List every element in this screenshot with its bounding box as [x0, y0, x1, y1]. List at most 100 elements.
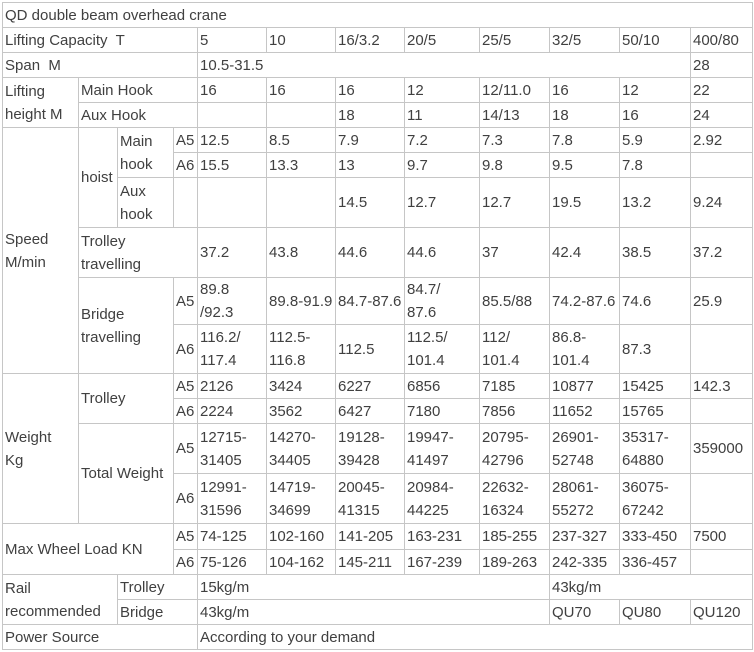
- value-cell: 6227: [335, 373, 405, 399]
- value-cell: 112/ 101.4: [479, 324, 550, 374]
- label-trolley-travelling: Trolley travelling: [78, 227, 198, 278]
- value-cell: 89.8-91.9: [266, 277, 336, 325]
- value-cell: 35317- 64880: [619, 423, 691, 474]
- value-cell: 7.9: [335, 127, 405, 153]
- value-cell: 87.3: [619, 324, 691, 374]
- value-cell: 14270- 34405: [266, 423, 336, 474]
- label-hoist-main-hook: Main hook: [117, 127, 174, 178]
- value-cell: 242-335: [549, 549, 620, 575]
- value-cell: 19947- 41497: [404, 423, 480, 474]
- value-cell: 74.6: [619, 277, 691, 325]
- value-cell: 15kg/m: [197, 574, 550, 600]
- value-cell: 16: [335, 77, 405, 103]
- value-cell: 14.5: [335, 177, 405, 228]
- value-cell: 12.7: [479, 177, 550, 228]
- value-cell: 16: [197, 77, 267, 103]
- value-cell: 141-205: [335, 523, 405, 550]
- value-cell: 16: [619, 102, 691, 128]
- value-cell: 42.4: [549, 227, 620, 278]
- value-cell: 84.7/ 87.6: [404, 277, 480, 325]
- table-row: Bridge 43kg/m QU70 QU80 QU120: [3, 599, 754, 625]
- value-cell: QU70: [549, 599, 620, 625]
- value-cell: 16/3.2: [335, 27, 405, 53]
- value-cell: 18: [335, 102, 405, 128]
- value-cell: 7500: [689, 523, 754, 550]
- label-speed: Speed M/min: [2, 127, 79, 374]
- value-cell: 102-160: [266, 523, 336, 550]
- value-cell: 19.5: [549, 177, 620, 228]
- value-cell: 12715- 31405: [197, 423, 267, 474]
- value-cell: 3562: [266, 398, 336, 424]
- value-cell: 112.5: [335, 324, 405, 374]
- table-row: A6 116.2/ 117.4 112.5- 116.8 112.5 112.5…: [3, 324, 754, 374]
- value-cell: 2224: [197, 398, 267, 424]
- value-cell: 9.8: [479, 152, 550, 178]
- value-cell: QU120: [689, 599, 754, 625]
- value-cell: 28061- 55272: [549, 473, 620, 524]
- table-row: Bridge travelling A5 89.8 /92.3 89.8-91.…: [3, 277, 754, 374]
- label-hoist-aux-hook: Aux hook: [117, 177, 174, 228]
- value-cell: 5.9: [619, 127, 691, 153]
- value-cell: 2.92: [689, 127, 754, 153]
- table-title: QD double beam overhead crane: [1, 2, 754, 28]
- value-cell: 89.8 /92.3: [197, 277, 267, 325]
- empty-grade-cell: [173, 177, 198, 228]
- table-row: Rail recommended Trolley 15kg/m 43kg/m: [2, 574, 754, 625]
- value-cell: 12: [619, 77, 691, 103]
- value-cell: 167-239: [404, 549, 480, 575]
- table-row: A6 75-126 104-162 145-211 167-239 189-26…: [3, 549, 754, 575]
- table-row: Weight Kg Trolley A5 2126 3424 6227 6856…: [2, 373, 754, 524]
- value-cell: [689, 324, 754, 374]
- value-cell: 7.3: [479, 127, 550, 153]
- label-rail-bridge: Bridge: [117, 599, 198, 625]
- value-cell: 20984- 44225: [404, 473, 480, 524]
- value-cell: 7185: [479, 373, 550, 399]
- table-row: A6 15.5 13.3 13 9.7 9.8 9.5 7.8: [3, 152, 754, 178]
- value-cell: 26901- 52748: [549, 423, 620, 474]
- label-rail-recommended: Rail recommended: [2, 574, 118, 625]
- table-row: Aux Hook 18 11 14/13 18 16 24: [3, 102, 754, 128]
- table-row: Total Weight A5 12715- 31405 14270- 3440…: [3, 423, 754, 524]
- value-cell: 44.6: [335, 227, 405, 278]
- label-rail-trolley: Trolley: [117, 574, 198, 600]
- value-cell: 12.5: [197, 127, 267, 153]
- value-cell: 18: [549, 102, 620, 128]
- label-total-weight: Total Weight: [78, 423, 174, 524]
- value-cell: 7.2: [404, 127, 480, 153]
- value-cell: 22: [689, 77, 754, 103]
- value-cell: 13.3: [266, 152, 336, 178]
- value-cell: [689, 398, 754, 424]
- value-cell: 43kg/m: [548, 574, 754, 600]
- value-cell: 28: [689, 52, 754, 78]
- table-row: Max Wheel Load KN A5 74-125 102-160 141-…: [2, 523, 754, 575]
- value-cell: 20/5: [404, 27, 480, 53]
- value-cell: 86.8- 101.4: [549, 324, 620, 374]
- label-max-wheel-load: Max Wheel Load KN: [2, 523, 174, 575]
- label-weight: Weight Kg: [2, 373, 79, 524]
- value-cell: 44.6: [404, 227, 480, 278]
- value-cell: 37.2: [689, 227, 754, 278]
- value-cell: 85.5/88: [479, 277, 550, 325]
- value-cell: 16: [549, 77, 620, 103]
- value-cell: 336-457: [619, 549, 691, 575]
- value-cell: 237-327: [549, 523, 620, 550]
- value-cell: 19128- 39428: [335, 423, 405, 474]
- label-a5: A5: [173, 127, 198, 153]
- value-cell: 104-162: [266, 549, 336, 575]
- table-row: Lifting Capacity T 5 10 16/3.2 20/5 25/5…: [2, 27, 754, 53]
- label-a6: A6: [173, 398, 198, 424]
- value-cell: 74-125: [197, 523, 267, 550]
- label-lifting-height: Lifting height M: [2, 77, 79, 128]
- value-cell: 10877: [549, 373, 620, 399]
- value-cell: 11: [404, 102, 480, 128]
- value-cell: 7856: [479, 398, 550, 424]
- value-cell: 37: [479, 227, 550, 278]
- value-cell: 2126: [197, 373, 267, 399]
- value-cell: 145-211: [335, 549, 405, 575]
- value-cell: [197, 177, 267, 228]
- value-cell: [689, 473, 754, 524]
- value-cell: 25/5: [479, 27, 550, 53]
- label-a5: A5: [173, 523, 198, 550]
